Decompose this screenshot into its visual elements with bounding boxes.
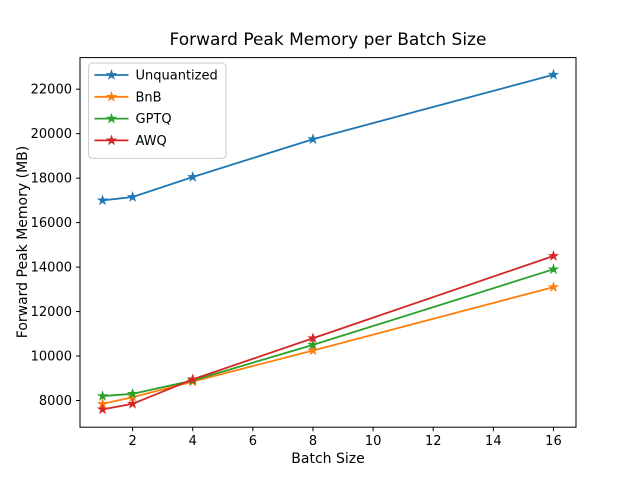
series-marker-awq (547, 249, 560, 261)
series-marker-bnb (547, 281, 560, 292)
series-marker-gptq (126, 387, 139, 399)
series-marker-awq (307, 332, 319, 344)
y-tick-label: 14000 (31, 261, 72, 276)
y-tick-label: 8000 (39, 394, 72, 409)
series-marker-unquantized (187, 171, 199, 182)
x-tick-label: 6 (249, 434, 257, 449)
legend-marker (105, 134, 118, 146)
x-tick-label: 16 (545, 434, 562, 449)
y-tick-label: 20000 (31, 127, 72, 142)
series-marker-gptq (96, 390, 109, 401)
x-tick-label: 12 (425, 434, 442, 449)
series-marker-unquantized (547, 68, 560, 80)
series-marker-awq (96, 403, 109, 415)
y-tick-label: 10000 (31, 350, 72, 365)
series-marker-gptq (307, 338, 319, 350)
series-marker-bnb (126, 391, 139, 403)
y-tick-label: 18000 (31, 172, 72, 187)
series-marker-gptq (547, 263, 560, 275)
series-marker-unquantized (126, 191, 139, 202)
legend-marker (105, 112, 118, 124)
legend-marker (105, 90, 118, 102)
legend-label-gptq: GPTQ (136, 112, 172, 127)
legend-label-awq: AWQ (136, 134, 167, 149)
legend-label-unquantized: Unquantized (136, 69, 218, 84)
series-marker-bnb (307, 344, 319, 356)
series-marker-unquantized (96, 194, 109, 206)
legend-marker (105, 69, 118, 80)
x-axis-label: Batch Size (291, 451, 365, 467)
x-tick-label: 4 (189, 434, 197, 449)
y-tick-label: 16000 (31, 216, 72, 231)
legend-box (88, 62, 227, 159)
series-marker-awq (187, 373, 199, 385)
series-marker-bnb (96, 397, 109, 409)
legend-label-bnb: BnB (136, 90, 162, 105)
y-tick-label: 12000 (31, 305, 72, 320)
x-tick-label: 10 (365, 434, 382, 449)
chart-title: Forward Peak Memory per Batch Size (169, 30, 487, 50)
series-marker-unquantized (307, 133, 319, 145)
x-tick-label: 14 (485, 434, 502, 449)
x-tick-label: 2 (128, 434, 136, 449)
y-tick-label: 22000 (31, 83, 72, 98)
series-marker-awq (126, 397, 139, 409)
y-axis-label: Forward Peak Memory (MB) (15, 145, 31, 339)
plot-frame (79, 57, 577, 428)
x-tick-label: 8 (309, 434, 317, 449)
